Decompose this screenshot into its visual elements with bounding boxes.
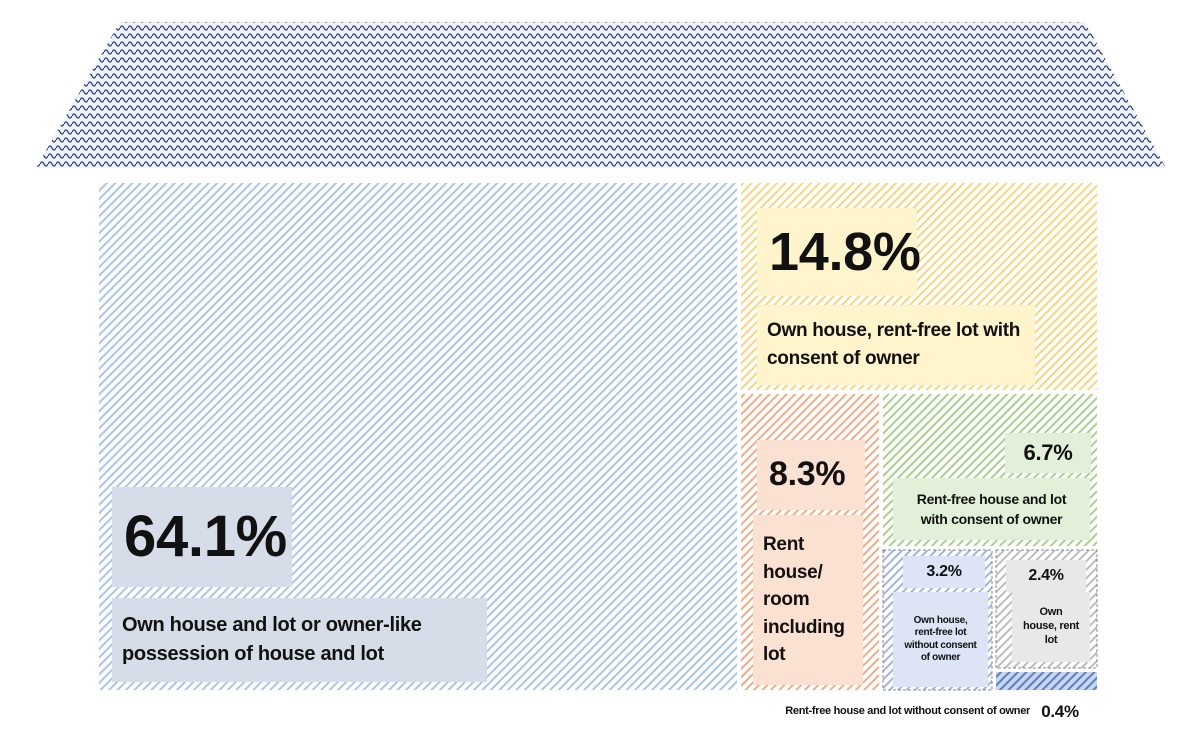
category-label: Own house, rent-free lot without consent… — [893, 592, 988, 687]
category-label: Own house, rent-free lot with consent of… — [757, 305, 1035, 385]
value-label: 14.8% — [757, 208, 921, 296]
value-label: 64.1% — [112, 487, 292, 587]
category-label: Rent-free house and lot without consent … — [785, 705, 1030, 718]
category-label: Rent-free house and lot with consent of … — [893, 478, 1090, 540]
value-label: 6.7% — [1005, 433, 1091, 473]
value-label: 8.3% — [757, 440, 865, 510]
category-label: Own house and lot or owner-like possessi… — [112, 598, 487, 682]
value-label: 2.4% — [1006, 560, 1086, 592]
roof — [36, 22, 1166, 168]
category-label: Rent house/ room including lot — [753, 515, 863, 685]
value-label: 0.4% — [1041, 701, 1079, 721]
treemap-cell — [996, 672, 1097, 690]
category-label: Own house, rent lot — [1012, 592, 1090, 662]
value-label: 3.2% — [903, 556, 985, 588]
